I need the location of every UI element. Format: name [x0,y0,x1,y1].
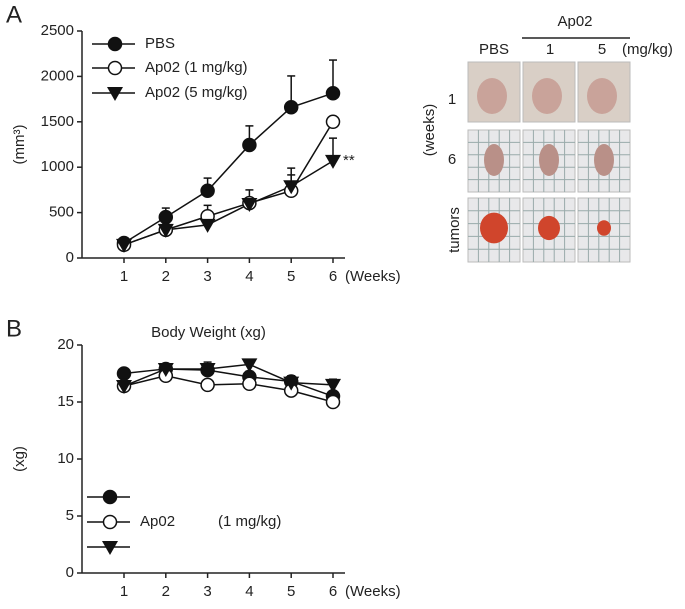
marker [102,514,118,530]
annotation: ** [343,152,355,169]
photo-tumor [538,215,560,241]
photo-mouse [484,144,504,176]
y-tick-label: 2000 [41,67,74,84]
marker [107,87,123,101]
photo-mouse [477,78,507,114]
marker [116,380,132,395]
row-label: tumors [446,207,463,253]
column-label: PBS [479,41,509,58]
series-line [123,363,334,387]
marker [283,100,299,115]
marker [325,394,341,410]
y-axis-label: (mm³) [11,125,28,165]
y-tick-label: 5 [66,507,74,524]
marker [325,85,341,101]
y-tick-label: 0 [66,249,74,266]
marker [242,137,257,153]
y-tick-label: 2500 [41,22,74,39]
marker [241,358,258,373]
marker [102,541,118,555]
x-tick-label: 6 [329,583,337,600]
x-tick-label: 1 [120,583,128,600]
photo-mouse [532,78,562,114]
series-line [123,375,334,403]
unit-label: (mg/kg) [622,41,673,58]
panel-letter: B [6,315,22,342]
x-axis-label: (Weeks) [345,583,401,600]
marker [199,218,216,233]
marker [107,36,123,52]
marker [241,197,258,212]
marker [283,180,300,195]
x-tick-label: 2 [162,583,170,600]
row-axis-label: (weeks) [421,104,438,157]
x-tick-label: 4 [245,268,253,285]
x-axis-label: (Weeks) [345,268,401,285]
legend-label: Ap02 [140,513,175,530]
x-tick-label: 2 [162,268,170,285]
column-label: 5 [598,41,606,58]
x-tick-label: 4 [245,583,253,600]
marker [325,378,341,393]
legend-label: Ap02 (5 mg/kg) [145,84,248,101]
y-tick-label: 1000 [41,158,74,175]
marker [116,238,132,253]
y-tick-label: 1500 [41,113,74,130]
x-tick-label: 3 [203,583,211,600]
photo-mouse [587,78,617,114]
photo [522,129,576,193]
legend-label: Ap02 (1 mg/kg) [145,59,248,76]
photo-mouse [594,144,614,176]
y-tick-label: 15 [57,393,74,410]
marker [242,376,257,392]
x-tick-label: 1 [120,268,128,285]
x-tick-label: 6 [329,268,337,285]
y-tick-label: 20 [57,336,74,353]
group-label: Ap02 [557,13,592,30]
x-tick-label: 5 [287,583,295,600]
photo-tumor [480,212,508,244]
marker [157,223,174,238]
chart-title: Body Weight (xg) [151,324,266,341]
x-tick-label: 3 [203,268,211,285]
marker [283,376,300,391]
row-label: 1 [448,91,456,108]
photo-panel: Ap02 PBS 1 5 (mg/kg) 1 6 tumors (weeks) [421,13,673,263]
row-label: 6 [448,151,456,168]
marker [199,362,216,377]
panel-letter: A [6,1,22,28]
y-tick-label: 0 [66,564,74,581]
marker [325,114,341,130]
legend-note: (1 mg/kg) [218,513,281,530]
marker [325,154,341,169]
series-line [123,121,334,246]
marker [158,209,174,225]
y-axis-label: (xg) [11,446,28,472]
y-tick-label: 10 [57,450,74,467]
marker [200,377,215,393]
marker [200,183,215,199]
photo-mouse [539,144,559,176]
marker [157,362,174,377]
marker [116,366,132,381]
series-line [123,92,334,244]
y-tick-label: 500 [49,204,74,221]
legend-label: PBS [145,35,175,52]
marker [107,60,123,76]
column-label: 1 [546,41,554,58]
x-tick-label: 5 [287,268,295,285]
marker [102,489,118,505]
photo-tumor [597,220,611,236]
